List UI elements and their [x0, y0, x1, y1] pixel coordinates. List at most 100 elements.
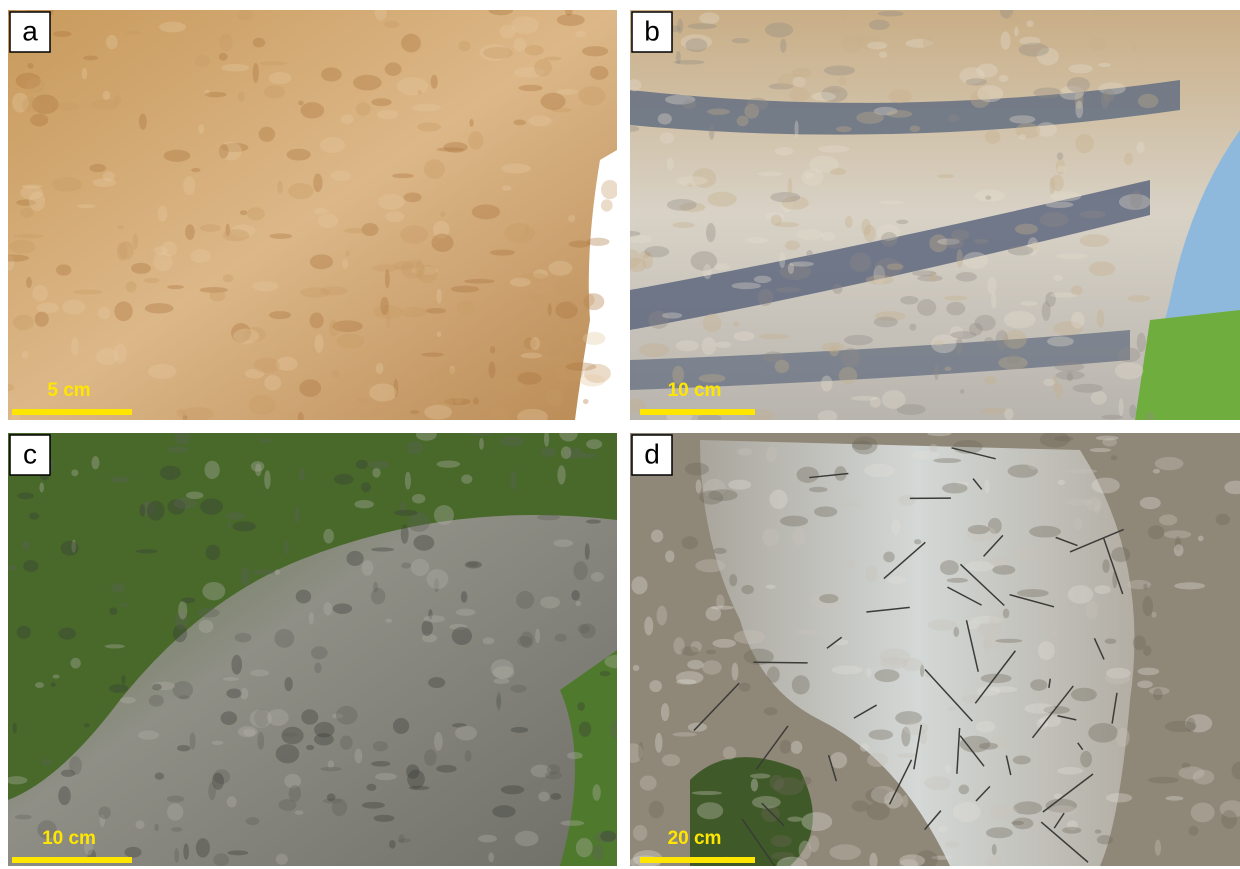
- texture: [876, 224, 901, 241]
- texture: [275, 853, 288, 865]
- texture: [538, 791, 550, 802]
- texture: [255, 463, 262, 477]
- texture: [631, 576, 648, 595]
- texture: [254, 708, 269, 728]
- texture: [199, 287, 229, 293]
- texture: [852, 440, 873, 451]
- texture: [135, 549, 158, 554]
- panel-label: c: [23, 438, 37, 469]
- crack: [755, 725, 789, 770]
- texture: [500, 785, 525, 795]
- texture: [452, 384, 464, 404]
- texture: [1139, 496, 1161, 510]
- texture: [657, 113, 672, 125]
- texture: [415, 259, 424, 279]
- crack: [975, 785, 991, 802]
- texture: [524, 44, 544, 56]
- texture: [1056, 165, 1067, 173]
- texture: [461, 474, 473, 484]
- texture: [220, 711, 238, 726]
- texture: [501, 163, 531, 174]
- texture: [1018, 42, 1049, 57]
- texture: [701, 337, 717, 356]
- texture: [575, 837, 593, 858]
- texture: [1224, 480, 1240, 495]
- texture: [1142, 596, 1153, 616]
- texture: [832, 283, 843, 295]
- texture: [1008, 11, 1022, 26]
- texture: [849, 252, 872, 273]
- texture: [746, 97, 769, 111]
- texture: [915, 850, 939, 866]
- texture: [1070, 285, 1083, 296]
- texture: [249, 709, 272, 728]
- texture: [1019, 36, 1041, 46]
- texture: [1123, 153, 1134, 166]
- texture: [204, 460, 220, 480]
- texture: [300, 287, 331, 298]
- texture: [856, 111, 884, 124]
- texture: [535, 354, 552, 365]
- texture: [920, 729, 928, 745]
- texture: [253, 357, 280, 373]
- texture: [584, 543, 590, 560]
- crack: [947, 586, 982, 606]
- texture: [152, 683, 162, 691]
- texture: [1062, 826, 1082, 834]
- texture: [731, 662, 739, 681]
- texture: [540, 92, 566, 110]
- texture: [945, 764, 952, 774]
- texture: [139, 504, 146, 517]
- texture: [873, 316, 898, 328]
- panel-label-box: [9, 434, 51, 476]
- texture: [132, 233, 138, 250]
- crack: [1053, 812, 1065, 829]
- texture: [326, 793, 336, 802]
- texture: [377, 194, 405, 210]
- grass: [690, 757, 813, 866]
- texture: [361, 222, 379, 237]
- texture: [684, 462, 709, 476]
- texture: [878, 200, 905, 205]
- texture: [970, 89, 991, 108]
- texture: [213, 769, 231, 785]
- texture: [183, 843, 189, 860]
- texture: [733, 321, 740, 328]
- texture: [452, 723, 467, 728]
- texture: [1098, 82, 1126, 95]
- texture: [102, 90, 111, 101]
- texture: [1013, 801, 1043, 815]
- texture: [1184, 714, 1213, 733]
- texture: [933, 458, 962, 464]
- texture: [779, 262, 812, 281]
- texture: [898, 494, 916, 506]
- texture: [298, 100, 304, 106]
- texture: [385, 211, 405, 223]
- texture: [886, 110, 913, 118]
- texture: [1054, 435, 1074, 442]
- texture: [511, 16, 539, 35]
- texture: [211, 740, 224, 746]
- crack: [1009, 593, 1055, 608]
- texture: [167, 446, 188, 453]
- texture: [106, 34, 118, 50]
- texture: [8, 254, 15, 271]
- crack: [826, 636, 843, 649]
- texture: [1039, 433, 1070, 448]
- texture: [510, 684, 527, 693]
- texture: [58, 627, 76, 640]
- texture: [560, 820, 585, 826]
- texture: [711, 605, 735, 610]
- texture: [380, 296, 389, 315]
- texture: [444, 397, 471, 406]
- texture: [96, 348, 119, 366]
- texture: [436, 288, 442, 304]
- texture: [1066, 77, 1090, 93]
- texture: [982, 636, 1006, 650]
- texture: [792, 67, 812, 79]
- texture: [801, 168, 824, 186]
- texture: [546, 388, 564, 407]
- texture: [259, 438, 272, 444]
- texture: [764, 22, 794, 38]
- texture: [490, 345, 496, 354]
